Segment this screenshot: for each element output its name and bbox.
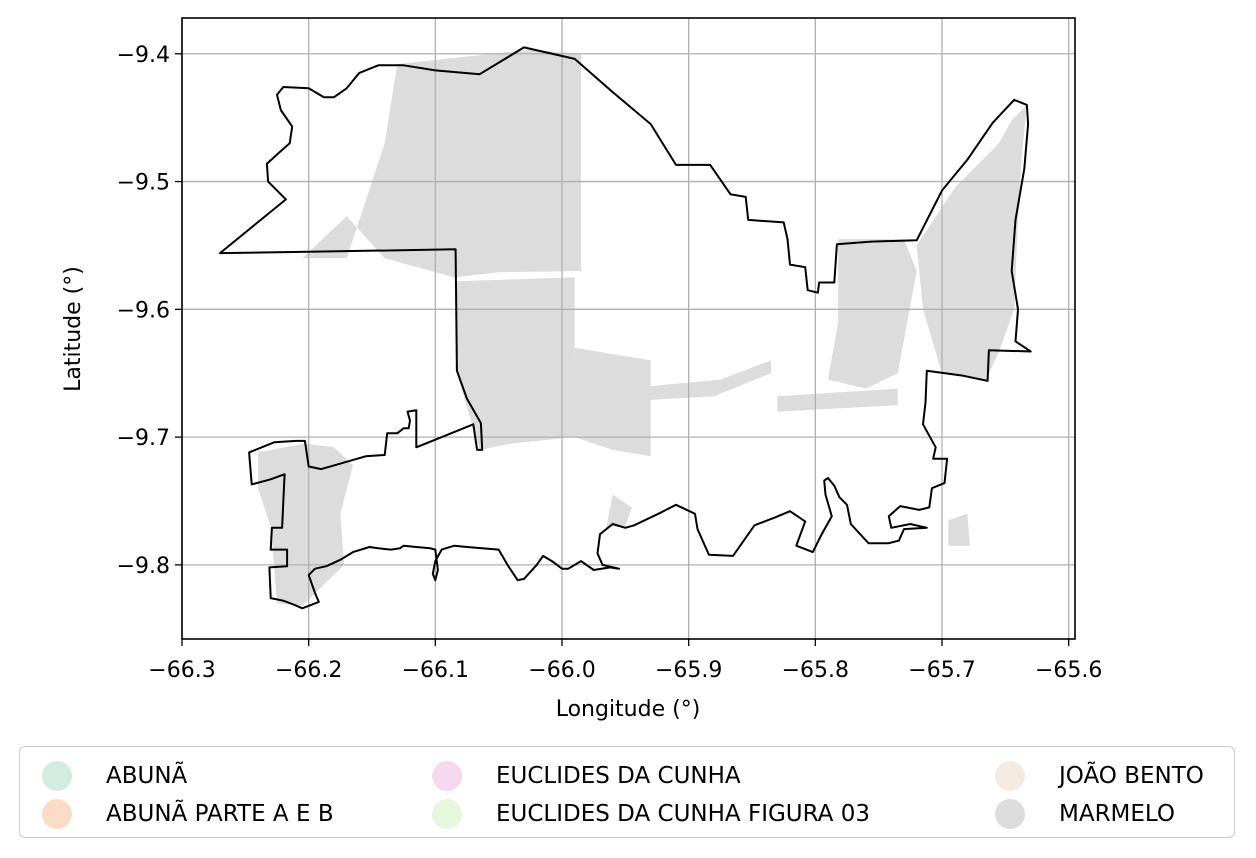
axes-frame [181, 17, 1076, 640]
legend-item-euclides-da-cunha-figura-03: EUCLIDES DA CUNHA FIGURA 03 [432, 799, 870, 829]
legend-swatch-euclides-da-cunha [432, 761, 462, 791]
coverage-area [455, 277, 613, 450]
x-tick-label: −65.9 [655, 658, 722, 683]
legend-swatch-abuna-parte-a-e-b [42, 799, 72, 829]
legend-item-abuna: ABUNÃ [42, 761, 187, 791]
legend-label: JOÃO BENTO [1059, 763, 1204, 789]
legend-item-joao-bento: JOÃO BENTO [995, 761, 1204, 791]
x-axis-title: Longitude (°) [556, 697, 701, 722]
legend-swatch-abuna [42, 761, 72, 791]
x-tick-label: −66.3 [148, 658, 215, 683]
coverage-area [777, 388, 898, 412]
coverage-area [574, 347, 651, 457]
legend-label: MARMELO [1059, 801, 1176, 827]
y-axis-title: Latitude (°) [61, 266, 86, 392]
x-tick-label: −66.0 [528, 658, 595, 683]
legend-label: EUCLIDES DA CUNHA FIGURA 03 [496, 801, 870, 827]
y-tick-label: −9.5 [117, 171, 170, 196]
plot-area [181, 18, 1075, 639]
x-tick-label: −65.6 [1035, 658, 1102, 683]
x-tick-label: −66.1 [402, 658, 469, 683]
coverage-area [258, 443, 353, 606]
coverage-area [828, 239, 917, 389]
legend-label: EUCLIDES DA CUNHA [496, 763, 741, 789]
legend: ABUNÃ ABUNÃ PARTE A E B EUCLIDES DA CUNH… [19, 746, 1235, 838]
y-axis-ticks: −9.4 −9.5 −9.6 −9.7 −9.8 [117, 43, 182, 579]
coverage-area [916, 104, 1027, 380]
legend-swatch-joao-bento [995, 761, 1025, 791]
y-tick-label: −9.7 [117, 426, 170, 451]
x-tick-label: −65.8 [782, 658, 849, 683]
coverage-layer [258, 49, 1027, 606]
legend-item-marmelo: MARMELO [995, 799, 1175, 829]
x-axis-ticks: −66.3 −66.2 −66.1 −66.0 −65.9 −65.8 −65.7 −65.6 [148, 639, 1102, 683]
y-tick-label: −9.6 [117, 298, 170, 323]
x-tick-label: −66.2 [275, 658, 342, 683]
coverage-area [302, 49, 581, 278]
boundary-layer [219, 46, 1032, 610]
coverage-area [625, 360, 771, 402]
legend-label: ABUNÃ [106, 763, 188, 789]
y-tick-label: −9.8 [117, 554, 170, 579]
legend-label: ABUNÃ PARTE A E B [106, 801, 334, 827]
legend-swatch-marmelo [995, 799, 1025, 829]
legend-item-abuna-parte-a-e-b: ABUNÃ PARTE A E B [42, 799, 334, 829]
coverage-area [948, 513, 970, 546]
y-tick-label: −9.4 [117, 43, 170, 68]
legend-item-euclides-da-cunha: EUCLIDES DA CUNHA [432, 761, 741, 791]
coverage-area [606, 494, 632, 527]
x-tick-label: −65.7 [908, 658, 975, 683]
region-boundary [219, 46, 1032, 610]
legend-swatch-euclides-da-cunha-figura-03 [432, 799, 462, 829]
